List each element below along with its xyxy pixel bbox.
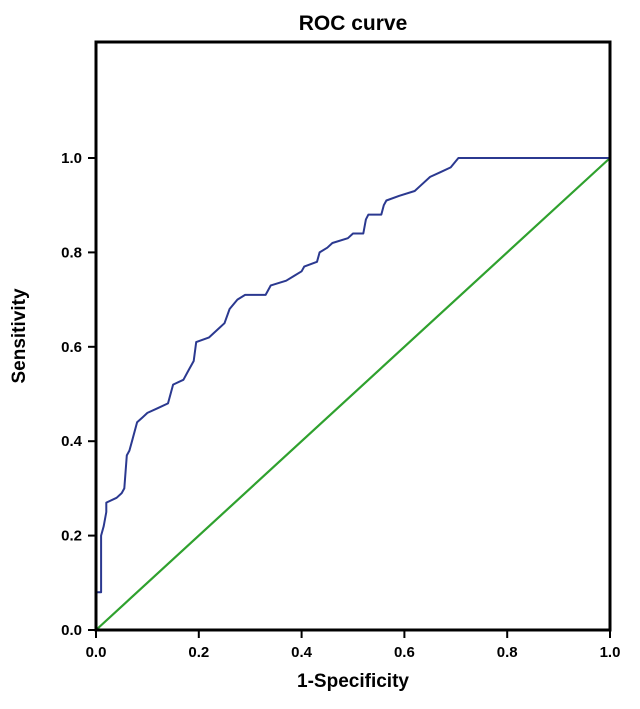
- x-axis-label: 1-Specificity: [297, 671, 409, 692]
- y-tick-label: 0.4: [61, 433, 83, 450]
- y-axis-label: Sensitivity: [9, 288, 30, 383]
- x-tick-label: 0.6: [394, 644, 415, 661]
- y-tick-label: 1.0: [61, 150, 82, 167]
- x-tick-label: 0.8: [497, 644, 518, 661]
- plot-border: [94, 40, 612, 632]
- x-tick-label: 1.0: [600, 644, 621, 661]
- x-tick-label: 0.4: [291, 644, 313, 661]
- plot-background: [96, 42, 610, 630]
- roc-series-line: [95, 157, 611, 631]
- chart-title: ROC curve: [299, 12, 408, 35]
- x-tick-label: 0.0: [86, 644, 107, 661]
- y-tick-label: 0.0: [61, 622, 82, 639]
- y-tick-label: 0.6: [61, 339, 82, 356]
- x-tick-label: 0.2: [188, 644, 209, 661]
- reference-line: [94, 156, 612, 632]
- y-tick-label: 0.2: [61, 528, 82, 545]
- y-tick-label: 0.8: [61, 244, 82, 261]
- plot-layer: 0.0 0.2 0.4 0.6 0.8 1.0 0.0 0.2 0.4 0.6 0.8 1.0: [61, 40, 621, 661]
